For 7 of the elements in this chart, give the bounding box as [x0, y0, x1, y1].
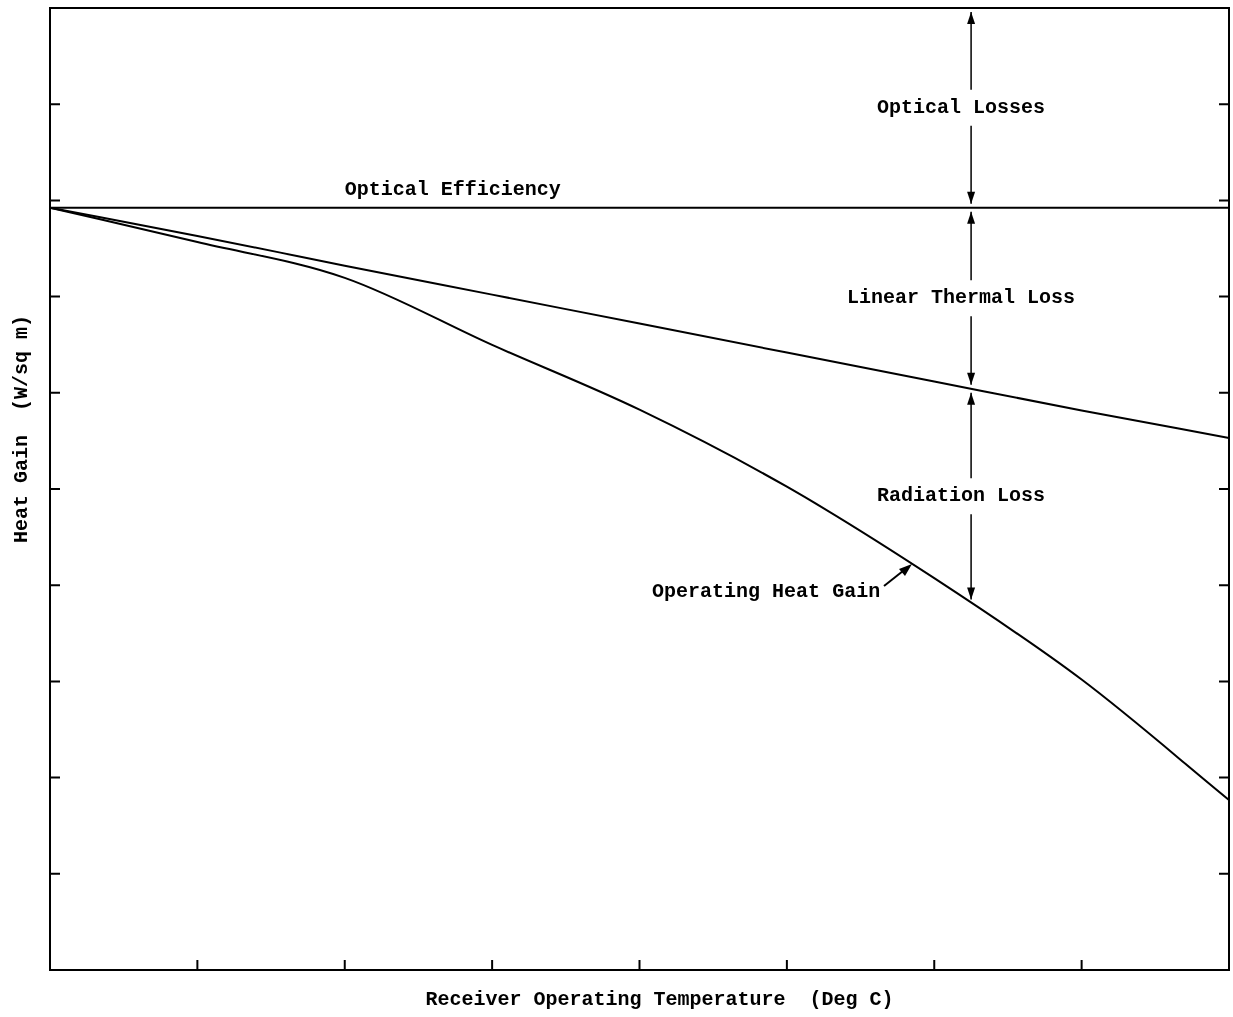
text: Optical Losses [877, 95, 1046, 119]
annotation: Radiation Loss [877, 484, 1046, 508]
annotation: Operating Heat Gain [652, 580, 881, 604]
x-axis-title: Receiver Operating Temperature (Deg C) [425, 988, 894, 1012]
y-axis-title: Heat Gain (W/sq m) [10, 314, 34, 544]
text: Optical Efficiency [344, 177, 561, 201]
annotation: Linear Thermal Loss [847, 286, 1076, 310]
